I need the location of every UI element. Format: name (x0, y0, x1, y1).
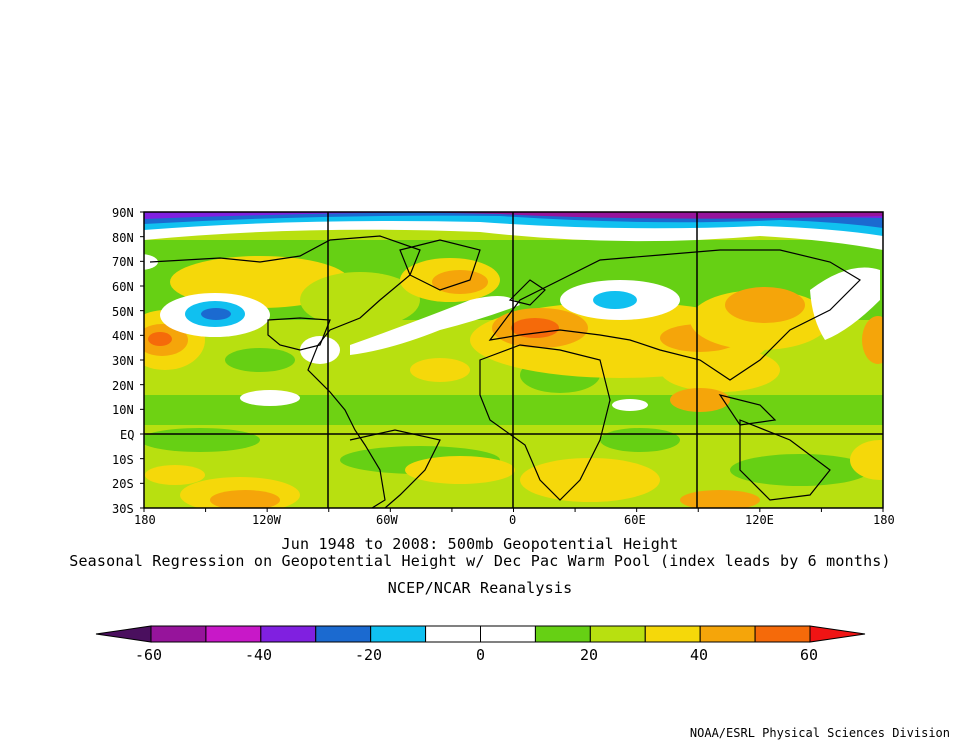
lon-label: 180 (134, 513, 156, 527)
colorbar-label: 20 (580, 646, 599, 664)
lon-label: 60W (376, 513, 398, 527)
colorbar-label: -20 (355, 646, 383, 664)
lat-label: 60N (112, 280, 134, 294)
lon-label: 180 (873, 513, 895, 527)
colorbar-arrow-max (809, 625, 866, 643)
title-line-1: Jun 1948 to 2008: 500mb Geopotential Hei… (281, 535, 679, 553)
lat-label: EQ (120, 428, 135, 442)
title-line-2: Seasonal Regression on Geopotential Heig… (69, 552, 891, 570)
lat-label: 30N (112, 354, 134, 368)
colorbar-cell (754, 625, 811, 643)
lat-label: 20S (112, 477, 134, 491)
colorbar-arrow-min (95, 625, 152, 643)
lat-label: 10S (112, 453, 134, 467)
lat-label: 10N (112, 403, 134, 417)
lon-label: 60E (624, 513, 646, 527)
axis-ticks (140, 211, 884, 512)
credit-label: NOAA/ESRL Physical Sciences Division (689, 726, 950, 740)
colorbar-cell (644, 625, 701, 643)
colorbar-cell (480, 625, 536, 643)
lat-label: 70N (112, 255, 134, 269)
colorbar-cell (260, 625, 317, 643)
lat-label: 90N (112, 206, 134, 220)
colorbar-cell (589, 625, 646, 643)
colorbar-label: 40 (690, 646, 709, 664)
lat-label: 30S (112, 502, 134, 516)
colorbar-label: -60 (135, 646, 163, 664)
colorbar-cell (205, 625, 262, 643)
colorbar-cell (315, 625, 372, 643)
colorbar-cell (699, 625, 756, 643)
colorbar-cell (370, 625, 427, 643)
source-label: NCEP/NCAR Reanalysis (387, 579, 573, 597)
lat-label: 50N (112, 305, 134, 319)
coastlines (149, 235, 861, 508)
lon-label: 120W (252, 513, 281, 527)
lat-label: 20N (112, 379, 134, 393)
colorbar-label: 60 (800, 646, 819, 664)
lon-label: 120E (745, 513, 774, 527)
colorbar-cell (150, 625, 207, 643)
colorbar-cell (425, 625, 482, 643)
lon-label: 0 (509, 513, 517, 527)
lat-label: 80N (112, 231, 134, 245)
lat-label: 40N (112, 329, 134, 343)
colorbar-label: 0 (476, 646, 486, 664)
colorbar-label: -40 (245, 646, 273, 664)
colorbar-cells (95, 625, 866, 643)
colorbar-cell (534, 625, 591, 643)
